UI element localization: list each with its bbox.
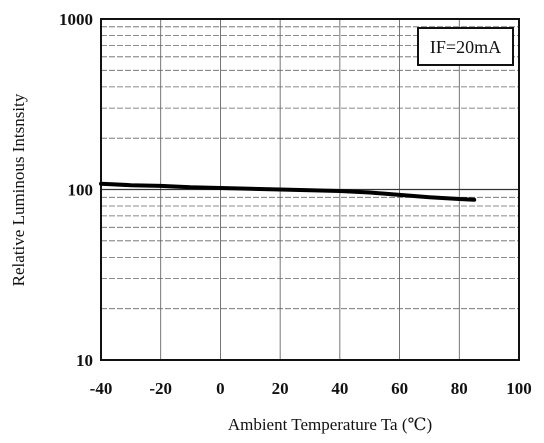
series-line-layer (99, 181, 477, 202)
x-axis-title: Ambient Temperature Ta (℃) (228, 415, 432, 434)
x-tick-labels: -40 -20 0 20 40 60 80 100 (90, 379, 532, 398)
series-line (99, 181, 477, 202)
y-tick-label: 10 (76, 351, 93, 370)
annotation-text: IF=20mA (430, 37, 501, 57)
plot-frame (100, 18, 520, 361)
annotation-frame (417, 27, 514, 66)
x-tick-label: 60 (391, 379, 408, 398)
x-tick-label: 100 (506, 379, 532, 398)
y-tick-label: 100 (68, 181, 94, 200)
x-tick-label: 0 (216, 379, 225, 398)
y-tick-labels: 10 100 1000 (59, 10, 93, 370)
x-tick-label: 40 (331, 379, 348, 398)
annotation-box: IF=20mA (417, 27, 514, 66)
y-tick-label: 1000 (59, 10, 93, 29)
x-tick-label: -20 (149, 379, 172, 398)
y-axis-title: Relative Luminous Intsnsity (9, 93, 28, 286)
x-tick-label: 80 (451, 379, 468, 398)
x-tick-label: 20 (272, 379, 289, 398)
x-tick-label: -40 (90, 379, 113, 398)
